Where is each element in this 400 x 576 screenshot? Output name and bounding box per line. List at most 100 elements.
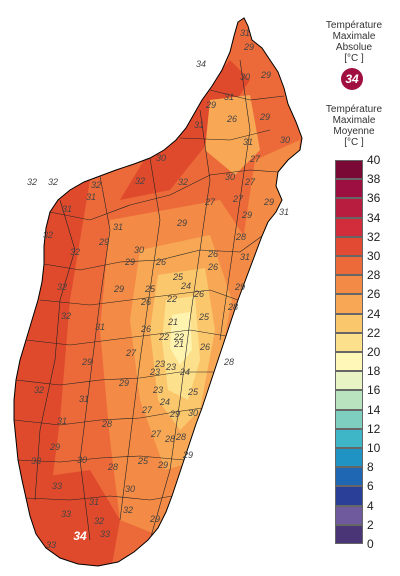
scale-tick-label: 34: [367, 210, 381, 225]
district-border: [219, 59, 251, 341]
scale-tick-label: 20: [367, 345, 381, 359]
temperature-label: 29: [118, 378, 129, 388]
temperature-label: 32: [94, 516, 104, 526]
temperature-label: 22: [158, 332, 169, 342]
scale-tick-label: 32: [367, 229, 381, 244]
temperature-label: 32: [43, 230, 53, 240]
scale-box: [335, 524, 363, 544]
scale-box: [335, 256, 363, 276]
scale-tick-label: 30: [367, 249, 381, 263]
temperature-label: 30: [134, 245, 144, 255]
temperature-label: 23: [165, 362, 176, 372]
temperature-label: 26: [155, 257, 166, 267]
fill-plateau-palest: [170, 312, 192, 365]
mean-legend-title: Température Maximale Moyenne [°C ]: [325, 104, 383, 148]
district-border: [17, 455, 185, 463]
temperature-label: 28: [175, 432, 186, 442]
temperature-label: 23: [149, 367, 160, 377]
temperature-label: 25: [137, 456, 149, 466]
temperature-label: 32: [70, 247, 80, 257]
scale-box: [335, 409, 363, 429]
temperature-label: 27: [204, 197, 216, 207]
temperature-label: 32: [48, 177, 58, 187]
temperature-label: 31: [224, 92, 234, 102]
scale-box: [335, 160, 363, 180]
district-border: [25, 495, 173, 501]
scale-box: [335, 179, 363, 199]
temperature-label: 26: [140, 297, 151, 307]
temperature-label: 31: [62, 204, 72, 214]
temperature-label: 29: [169, 409, 180, 419]
scale-tick-label: 8: [367, 460, 374, 475]
temperature-label: 29: [81, 357, 92, 367]
temperature-label: 30: [240, 72, 250, 82]
temperature-label: 27: [141, 405, 153, 415]
district-border: [15, 371, 214, 386]
temperature-label: 25: [198, 312, 210, 322]
temperature-label: 29: [157, 460, 168, 470]
temperature-label: 30: [125, 484, 135, 494]
temperature-label: 30: [225, 172, 235, 182]
scale-tick-label: 26: [367, 287, 381, 302]
temperature-label: 29: [241, 210, 252, 220]
scale-tick-label: 38: [367, 172, 381, 187]
temperature-label: 29: [149, 514, 160, 524]
scale-tick-label: 22: [367, 325, 381, 340]
temperature-fill: [14, 18, 302, 566]
temperature-label: 24: [159, 397, 170, 407]
scale-box: [335, 390, 363, 410]
scale-box: [335, 428, 363, 448]
temperature-label: 31: [240, 28, 250, 38]
temperature-label: 31: [279, 207, 289, 217]
temperature-label: 28: [164, 434, 175, 444]
scale-box: [335, 275, 363, 295]
scale-box: [335, 294, 363, 314]
scale-box: [335, 217, 363, 237]
scale-tick-label: 18: [367, 364, 381, 379]
scale-tick-label: 10: [367, 441, 381, 455]
temperature-label: 25: [187, 387, 199, 397]
temperature-label: 26: [207, 262, 218, 272]
scale-tick-label: 14: [367, 402, 381, 417]
temperature-label: 26: [193, 289, 204, 299]
temperature-label: 27: [125, 348, 137, 358]
temperature-label: 33: [31, 456, 41, 466]
temperature-label: 25: [144, 284, 156, 294]
temperature-label: 31: [89, 497, 99, 507]
temperature-labels: 31 34 29 30 29 31 29 26 29 30 31 31 27 30 32 32 32 32 32 30…: [27, 28, 290, 550]
district-border: [149, 109, 211, 541]
temperature-label: 30: [77, 455, 87, 465]
scale-tick-label: 24: [367, 306, 381, 321]
district-border: [119, 157, 161, 521]
absolute-max-badge: 34: [341, 68, 363, 90]
temperature-label: 23: [154, 359, 165, 369]
district-borders: [14, 59, 285, 541]
district-border: [25, 329, 227, 346]
temperature-label: 29: [243, 42, 254, 52]
temperature-label: 33: [100, 529, 110, 539]
temperature-label: 32: [91, 180, 101, 190]
temperature-label: 28: [223, 357, 234, 367]
temperature-label: 27: [150, 429, 162, 439]
temperature-label: 32: [178, 177, 188, 187]
district-border: [179, 129, 271, 141]
scale-tick-label: 40: [367, 153, 381, 167]
temperature-label: 32: [34, 385, 44, 395]
fill-north-hot: [120, 60, 250, 200]
scale-box: [335, 448, 363, 468]
temperature-label: 26: [199, 342, 210, 352]
madagascar-map: 31 34 29 30 29 31 29 26 29 30 31 31 27 30 32 32 32 32 32 30…: [13, 17, 303, 567]
temperature-label: 29: [259, 112, 270, 122]
temperature-label: 28: [107, 462, 118, 472]
absolute-max-label: 34: [73, 529, 87, 543]
scale-tick-label: 4: [367, 498, 374, 513]
temperature-label: 31: [79, 394, 89, 404]
temperature-label: 26: [226, 114, 237, 124]
temperature-label: 32: [135, 176, 145, 186]
scale-box: [335, 352, 363, 372]
temperature-label: 33: [61, 509, 71, 519]
scale-tick-label: 28: [367, 268, 381, 283]
temperature-label: 31: [86, 192, 96, 202]
scale-box: [335, 236, 363, 256]
temperature-label: 29: [182, 450, 193, 460]
